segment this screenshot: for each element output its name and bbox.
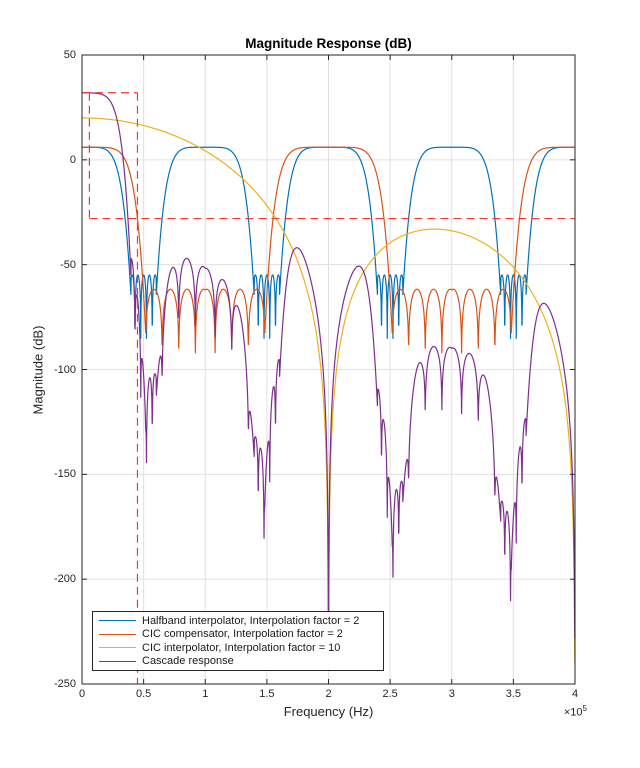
chart-title: Magnitude Response (dB) — [245, 36, 412, 51]
x-tick-label: 4 — [571, 688, 579, 700]
legend-line-sample — [99, 620, 136, 622]
x-tick-label: 1.5 — [259, 688, 275, 700]
x-tick-label: 0 — [78, 688, 86, 700]
legend-item-cascade: Cascade response — [93, 655, 383, 668]
legend-item-cic-interpolator: CIC interpolator, Interpolation factor =… — [93, 641, 383, 654]
axes-box — [81, 54, 576, 685]
grid-lines — [82, 55, 575, 684]
spec-mask — [82, 92, 575, 684]
x-axis-label: Frequency (Hz) — [283, 704, 374, 719]
legend-item-label: Cascade response — [142, 655, 234, 668]
cic-compensator-curve — [82, 146, 575, 354]
y-tick-label: 0 — [69, 153, 76, 166]
legend-item-cic-compensator: CIC compensator, Interpolation factor = … — [93, 628, 383, 641]
legend-line-sample — [99, 660, 136, 662]
x-tick-label: 2.5 — [382, 688, 398, 700]
legend-line-sample — [99, 647, 136, 649]
y-tick-label: 50 — [63, 49, 76, 61]
legend-item-halfband: Halfband interpolator, Interpolation fac… — [93, 614, 383, 627]
y-tick-label: -100 — [53, 363, 76, 376]
y-tick-label: -250 — [53, 678, 76, 690]
legend-item-label: CIC interpolator, Interpolation factor =… — [142, 641, 341, 654]
y-tick-label: -200 — [53, 573, 76, 586]
x-tick-label: 1 — [202, 688, 209, 700]
x-tick-label: 0.5 — [135, 688, 152, 700]
x-axis-exponent-label: ×105 — [563, 704, 587, 719]
y-tick-label: -50 — [60, 258, 76, 271]
legend-item-label: CIC compensator, Interpolation factor = … — [142, 628, 343, 641]
legend-line-sample — [99, 633, 136, 635]
legend-item-label: Halfband interpolator, Interpolation fac… — [142, 614, 360, 627]
x-tick-label: 2 — [325, 688, 332, 700]
x-tick-label: 3.5 — [505, 688, 522, 700]
y-tick-label: -150 — [53, 468, 76, 481]
x-tick-label: 3 — [448, 688, 455, 700]
legend: Halfband interpolator, Interpolation fac… — [92, 611, 384, 671]
